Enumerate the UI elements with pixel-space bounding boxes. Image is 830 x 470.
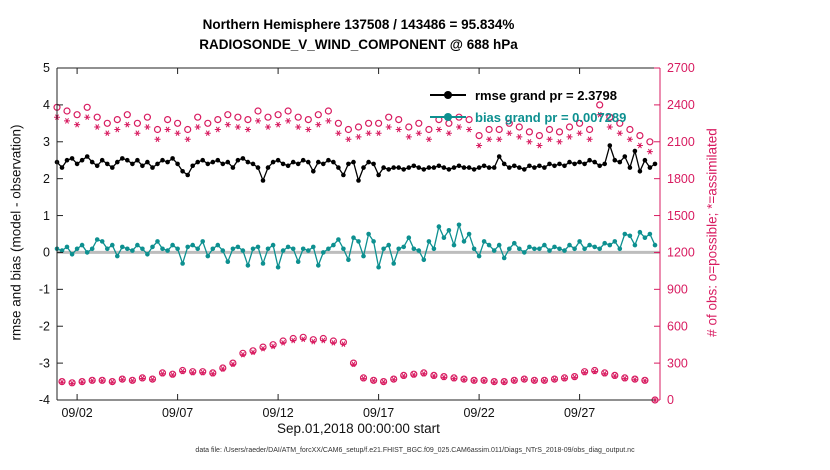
svg-text:300: 300 [667, 356, 688, 370]
svg-text:0: 0 [43, 246, 50, 260]
rmse-legend-line [430, 91, 466, 99]
svg-text:1500: 1500 [667, 209, 695, 223]
data-file-path: data file: /Users/raeder/DAI/ATM_forcXX/… [195, 447, 635, 454]
chart-title: Northern Hemisphere 137508 / 143486 = 95… [202, 17, 515, 32]
legend-item-rmse: rmse grand pr = 2.3798 [430, 84, 626, 106]
svg-text:-2: -2 [39, 319, 50, 333]
y-right-tick-labels: 0 300 600 900 1200 1500 1800 2100 2400 2700 [654, 61, 695, 407]
x-axis-label: Sep.01,2018 00:00:00 start [277, 421, 440, 436]
bias-legend-label: bias grand pr = 0.007289 [475, 109, 627, 125]
svg-text:09/22: 09/22 [463, 406, 494, 420]
svg-text:1800: 1800 [667, 172, 695, 186]
svg-text:1200: 1200 [667, 246, 695, 260]
svg-text:09/17: 09/17 [363, 406, 394, 420]
svg-text:-1: -1 [39, 283, 50, 297]
svg-text:09/12: 09/12 [262, 406, 293, 420]
possible-obs-series [53, 101, 659, 404]
svg-text:2700: 2700 [667, 61, 695, 75]
rmse-legend-marker-icon [444, 91, 452, 99]
rmse-series [54, 143, 658, 183]
svg-text:2400: 2400 [667, 98, 695, 112]
svg-text:4: 4 [43, 98, 50, 112]
svg-text:5: 5 [43, 61, 50, 75]
x-tick-labels: 09/02 09/07 09/12 09/17 09/22 09/27 [61, 68, 595, 420]
svg-text:900: 900 [667, 283, 688, 297]
bias-legend-line [430, 113, 466, 121]
svg-text:1: 1 [43, 209, 50, 223]
chart-subtitle: RADIOSONDE_V_WIND_COMPONENT @ 688 hPa [199, 37, 518, 52]
svg-text:-3: -3 [39, 356, 50, 370]
rmse-legend-label: rmse grand pr = 2.3798 [475, 87, 617, 103]
y-axis-label-left: rmse and bias (model - observation) [8, 124, 24, 341]
legend-item-bias: bias grand pr = 0.007289 [430, 106, 626, 128]
bias-legend-marker-icon [444, 113, 452, 121]
assimilated-obs-series [54, 111, 658, 403]
legend: rmse grand pr = 2.3798 bias grand pr = 0… [430, 84, 626, 128]
bias-series [54, 222, 658, 270]
svg-text:09/02: 09/02 [61, 406, 92, 420]
svg-text:2: 2 [43, 172, 50, 186]
svg-text:-4: -4 [39, 393, 50, 407]
svg-text:2100: 2100 [667, 135, 695, 149]
y-axis-label-right: # of obs: o=possible; *=assimilated [704, 128, 720, 337]
svg-text:0: 0 [667, 393, 674, 407]
svg-text:600: 600 [667, 319, 688, 333]
svg-text:3: 3 [43, 135, 50, 149]
svg-text:09/07: 09/07 [162, 406, 193, 420]
axes: -4 -3 -2 -1 0 1 2 3 4 5 0 300 600 900 1200 1500 1800 2100… [39, 61, 695, 420]
y-left-tick-labels: -4 -3 -2 -1 0 1 2 3 4 5 [39, 61, 63, 407]
svg-text:09/27: 09/27 [564, 406, 595, 420]
